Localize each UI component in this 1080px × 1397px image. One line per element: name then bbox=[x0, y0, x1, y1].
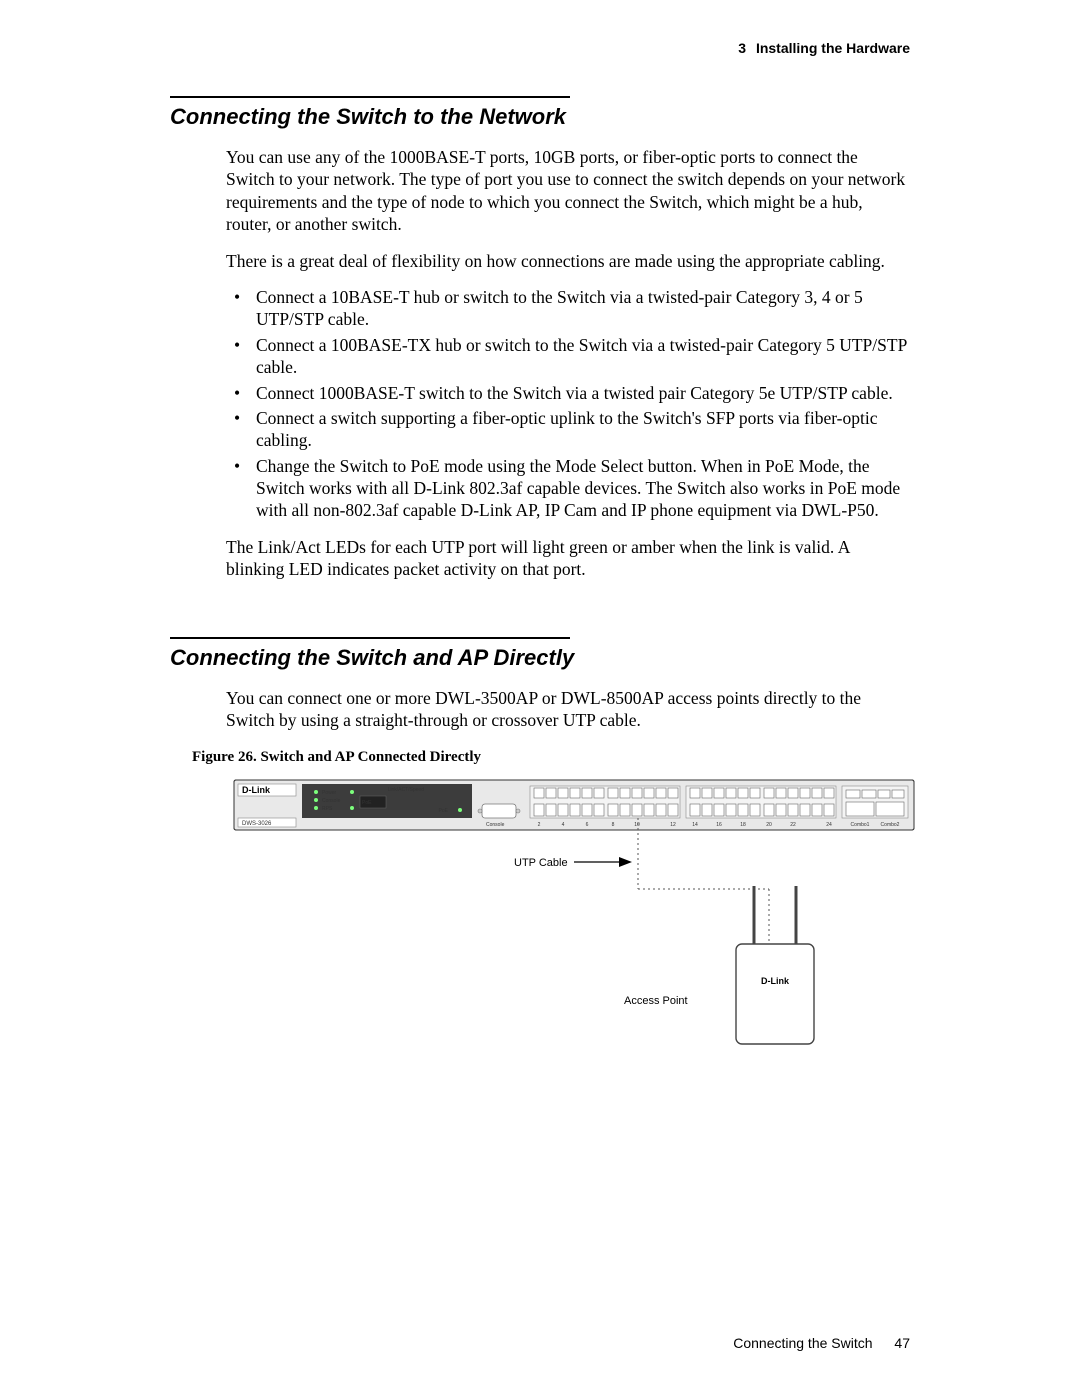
svg-text:24: 24 bbox=[826, 822, 832, 828]
chapter-title: Installing the Hardware bbox=[756, 40, 910, 56]
svg-text:12: 12 bbox=[670, 822, 676, 828]
figure-caption: Figure 26. Switch and AP Connected Direc… bbox=[192, 749, 910, 766]
panel-label: RPS bbox=[322, 806, 333, 812]
svg-text:22: 22 bbox=[790, 822, 796, 828]
led-icon bbox=[350, 806, 354, 810]
svg-text:20: 20 bbox=[766, 822, 772, 828]
section-heading: Connecting the Switch and AP Directly bbox=[170, 645, 910, 671]
page-footer: Connecting the Switch 47 bbox=[733, 1335, 910, 1351]
svg-text:8: 8 bbox=[612, 822, 615, 828]
panel-label: Console bbox=[322, 798, 341, 804]
brand-text: D-Link bbox=[242, 785, 271, 795]
svg-text:16: 16 bbox=[716, 822, 722, 828]
figure-switch-ap: D-Link DWS-3026 Power Console RPS PoE Li… bbox=[224, 774, 924, 1064]
port-label: Combo2 bbox=[881, 822, 900, 828]
utp-cable-label: UTP Cable bbox=[514, 857, 568, 869]
svg-text:10: 10 bbox=[634, 822, 640, 828]
section-heading: Connecting the Switch to the Network bbox=[170, 104, 910, 130]
led-icon bbox=[314, 798, 318, 802]
paragraph: The Link/Act LEDs for each UTP port will… bbox=[226, 536, 910, 581]
access-point: D-Link bbox=[736, 886, 814, 1044]
section-rule bbox=[170, 637, 570, 639]
model-text: DWS-3026 bbox=[242, 821, 272, 827]
svg-text:2: 2 bbox=[538, 822, 541, 828]
list-item: Connect a 100BASE-TX hub or switch to th… bbox=[226, 334, 910, 379]
list-item: Change the Switch to PoE mode using the … bbox=[226, 455, 910, 522]
arrow-head-icon bbox=[619, 857, 632, 867]
svg-text:6: 6 bbox=[586, 822, 589, 828]
console-port bbox=[482, 804, 516, 818]
page: 3 Installing the Hardware Connecting the… bbox=[0, 0, 1080, 1397]
page-number: 47 bbox=[894, 1335, 910, 1351]
paragraph: You can use any of the 1000BASE-T ports,… bbox=[226, 146, 910, 236]
switch-ap-diagram: D-Link DWS-3026 Power Console RPS PoE Li… bbox=[224, 774, 924, 1064]
led-icon bbox=[314, 790, 318, 794]
running-header: 3 Installing the Hardware bbox=[738, 40, 910, 56]
section-body: You can connect one or more DWL-3500AP o… bbox=[226, 687, 910, 1065]
paragraph: There is a great deal of flexibility on … bbox=[226, 250, 910, 272]
ap-label: Access Point bbox=[624, 995, 688, 1007]
panel-label: PoE bbox=[362, 800, 372, 806]
screw-icon bbox=[516, 809, 520, 813]
chapter-number: 3 bbox=[738, 40, 746, 56]
list-item: Connect 1000BASE-T switch to the Switch … bbox=[226, 382, 910, 404]
combo-port bbox=[846, 802, 874, 816]
bullet-list: Connect a 10BASE-T hub or switch to the … bbox=[226, 286, 910, 522]
paragraph: You can connect one or more DWL-3500AP o… bbox=[226, 687, 910, 732]
port-label: Combo1 bbox=[851, 822, 870, 828]
led-icon bbox=[350, 790, 354, 794]
svg-text:4: 4 bbox=[562, 822, 565, 828]
ap-brand: D-Link bbox=[761, 976, 790, 986]
panel-label: Link/ACT/Speed bbox=[388, 787, 425, 793]
combo-port bbox=[876, 802, 904, 816]
section-rule bbox=[170, 96, 570, 98]
list-item: Connect a switch supporting a fiber-opti… bbox=[226, 407, 910, 452]
footer-section: Connecting the Switch bbox=[733, 1335, 872, 1351]
svg-text:18: 18 bbox=[740, 822, 746, 828]
port-label: Console bbox=[486, 822, 505, 828]
panel-label: PoE bbox=[439, 808, 449, 814]
screw-icon bbox=[478, 809, 482, 813]
svg-text:14: 14 bbox=[692, 822, 698, 828]
led-icon bbox=[314, 806, 318, 810]
led-icon bbox=[458, 808, 462, 812]
section-body: You can use any of the 1000BASE-T ports,… bbox=[226, 146, 910, 581]
panel-label: Power bbox=[322, 790, 337, 796]
list-item: Connect a 10BASE-T hub or switch to the … bbox=[226, 286, 910, 331]
